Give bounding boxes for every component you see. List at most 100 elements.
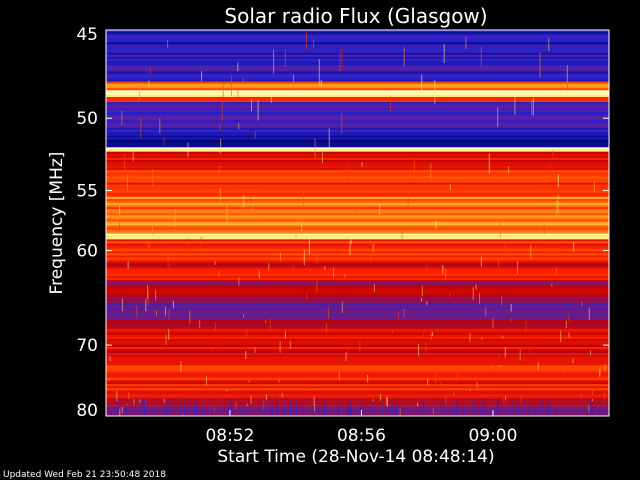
heatmap-dropout bbox=[324, 402, 325, 416]
heatmap-streak bbox=[341, 301, 343, 314]
heatmap-row bbox=[106, 363, 609, 366]
heatmap-streak bbox=[293, 74, 294, 83]
heatmap-row bbox=[106, 153, 609, 157]
heatmap-row bbox=[106, 159, 609, 163]
heatmap-streak bbox=[116, 391, 118, 402]
heatmap-row bbox=[106, 139, 609, 142]
heatmap-streak bbox=[403, 309, 405, 318]
heatmap-streak bbox=[435, 220, 437, 229]
heatmap-streak bbox=[133, 399, 135, 405]
heatmap-streak bbox=[139, 399, 141, 404]
heatmap-streak bbox=[476, 381, 478, 388]
heatmap-row bbox=[106, 34, 609, 37]
heatmap-streak bbox=[592, 389, 594, 395]
heatmap-streak bbox=[109, 355, 111, 361]
heatmap-streak bbox=[218, 166, 220, 174]
heatmap-streak bbox=[281, 392, 283, 398]
y-tick-label: 70 bbox=[76, 336, 98, 356]
heatmap-streak bbox=[508, 166, 510, 174]
heatmap-row bbox=[106, 323, 609, 326]
heatmap-streak bbox=[499, 364, 501, 368]
heatmap-streak bbox=[250, 395, 252, 404]
heatmap-row bbox=[106, 414, 609, 417]
heatmap-row bbox=[106, 176, 609, 179]
heatmap-streak bbox=[245, 351, 247, 359]
heatmap-row bbox=[106, 88, 609, 91]
heatmap-streak bbox=[238, 123, 240, 130]
heatmap-row bbox=[106, 141, 609, 144]
heatmap-streak bbox=[180, 361, 182, 373]
heatmap-row bbox=[106, 125, 609, 129]
heatmap-dropout bbox=[204, 412, 206, 416]
heatmap-dropout bbox=[471, 400, 473, 416]
heatmap-row bbox=[106, 217, 609, 220]
heatmap-streak bbox=[440, 382, 441, 387]
heatmap-dropout bbox=[135, 412, 136, 416]
heatmap-streak bbox=[479, 292, 480, 305]
heatmap-streak bbox=[313, 39, 314, 48]
heatmap-row bbox=[106, 398, 609, 401]
heatmap-streak bbox=[551, 246, 553, 262]
heatmap-streak bbox=[469, 388, 471, 392]
heatmap-streak bbox=[497, 107, 499, 127]
heatmap-streak bbox=[314, 138, 316, 158]
heatmap-row bbox=[106, 129, 609, 133]
heatmap-streak bbox=[201, 71, 203, 82]
heatmap-row bbox=[106, 410, 609, 413]
heatmap-row bbox=[106, 90, 609, 93]
heatmap-streak bbox=[246, 403, 248, 407]
heatmap-streak bbox=[401, 230, 403, 244]
heatmap-streak bbox=[349, 240, 351, 256]
spectrogram-heatmap bbox=[106, 30, 609, 417]
heatmap-dropout bbox=[276, 412, 278, 416]
heatmap-streak bbox=[237, 88, 239, 98]
heatmap-row bbox=[106, 157, 609, 161]
heatmap-streak bbox=[472, 286, 474, 300]
heatmap-streak bbox=[566, 65, 568, 86]
heatmap-streak bbox=[238, 276, 240, 286]
heatmap-streak bbox=[279, 341, 281, 353]
heatmap-streak bbox=[359, 341, 361, 351]
heatmap-dropout bbox=[395, 403, 397, 416]
heatmap-row bbox=[106, 170, 609, 173]
heatmap-row bbox=[106, 155, 609, 159]
heatmap-streak bbox=[568, 314, 570, 322]
heatmap-streak bbox=[362, 363, 364, 370]
heatmap-dropout bbox=[187, 398, 189, 416]
heatmap-streak bbox=[350, 234, 352, 245]
heatmap-row bbox=[106, 267, 609, 270]
heatmap-dropout bbox=[348, 401, 350, 416]
heatmap-row bbox=[106, 271, 609, 275]
heatmap-dropout bbox=[193, 408, 195, 416]
heatmap-dropout bbox=[511, 399, 513, 416]
heatmap-streak bbox=[187, 142, 189, 157]
heatmap-row bbox=[106, 221, 609, 224]
chart-title: Solar radio Flux (Glasgow) bbox=[224, 4, 487, 28]
heatmap-streak bbox=[370, 254, 372, 263]
heatmap-dropout bbox=[516, 409, 518, 416]
heatmap-row bbox=[106, 392, 609, 395]
heatmap-streak bbox=[445, 395, 447, 405]
heatmap-streak bbox=[543, 224, 545, 235]
heatmap-row bbox=[106, 354, 609, 358]
heatmap-dropout bbox=[219, 399, 221, 416]
heatmap-row bbox=[106, 145, 609, 148]
heatmap-streak bbox=[556, 267, 557, 274]
heatmap-dropout bbox=[547, 402, 549, 416]
heatmap-streak bbox=[226, 206, 228, 223]
heatmap-row bbox=[106, 338, 609, 342]
heatmap-row bbox=[106, 365, 609, 368]
heatmap-streak bbox=[498, 354, 500, 358]
heatmap-row bbox=[106, 205, 609, 208]
heatmap-streak bbox=[572, 358, 574, 364]
x-tick-label: 08:52 bbox=[205, 426, 254, 446]
heatmap-streak bbox=[124, 153, 126, 175]
heatmap-dropout bbox=[557, 410, 558, 416]
plot-frame bbox=[105, 29, 610, 417]
heatmap-row bbox=[106, 121, 609, 125]
heatmap-row bbox=[106, 188, 609, 192]
heatmap-streak bbox=[168, 309, 170, 320]
heatmap-row bbox=[106, 377, 609, 381]
heatmap-dropout bbox=[230, 410, 231, 416]
heatmap-streak bbox=[189, 310, 191, 324]
